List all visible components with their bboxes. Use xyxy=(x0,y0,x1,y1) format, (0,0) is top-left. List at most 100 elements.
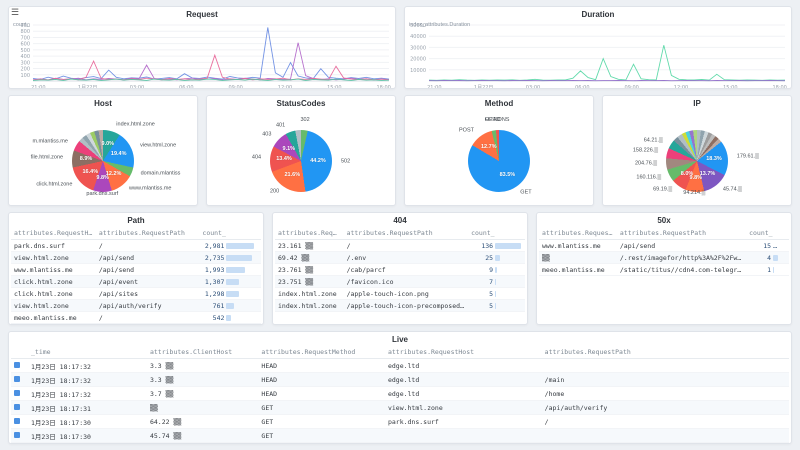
pie[interactable] xyxy=(270,129,332,192)
svg-text:700: 700 xyxy=(20,35,30,41)
cell: HEAD xyxy=(258,386,385,401)
count-bar xyxy=(226,290,239,297)
cell: 1月23日 18:17:32 xyxy=(28,372,147,387)
column-header[interactable]: attributes.RequestMethod xyxy=(258,346,385,359)
column-header[interactable]: attributes.RequestPath xyxy=(616,227,747,240)
table-row[interactable]: click.html.zone/api/event 1,307 xyxy=(11,275,261,288)
table-row[interactable]: 1月23日 18:17:30 45.74 ▒▒ GET xyxy=(11,428,789,443)
count-cell: 1,993 xyxy=(199,263,261,276)
path-table: attributes.RequestHost attributes.Request… xyxy=(9,227,263,324)
column-header[interactable]: count_ xyxy=(746,227,789,240)
line-chart-svg: 10000 20000 30000 40000 50000 21:00 1月22日 03:00… xyxy=(410,23,787,89)
cell: /static/titus//cdn4.com-telegram.org/fil… xyxy=(616,263,747,276)
panel-path: Path attributes.RequestHost attributes.Re… xyxy=(8,212,264,325)
cell: ▒▒ xyxy=(539,251,617,264)
svg-text:03:00: 03:00 xyxy=(130,85,144,89)
svg-text:09:00: 09:00 xyxy=(228,85,242,89)
pie-slice-percent: 12.7% xyxy=(480,143,497,150)
method-pie-chart[interactable]: GET 83.5% POST 12.7% HEAD OPTIONS xyxy=(405,110,593,205)
column-header[interactable]: attributes.RequestPath xyxy=(541,346,789,359)
menu-icon[interactable]: ☰ xyxy=(11,7,20,17)
column-header[interactable]: attributes.RequestHost xyxy=(384,346,542,359)
table-row[interactable]: ▒▒/.rest/imagefor/http%3A%2F%2Fwg-image.… xyxy=(539,251,789,264)
cell: GET xyxy=(258,400,385,415)
column-header[interactable]: attributes.RequestHost xyxy=(11,227,96,240)
panel-50x: 50x attributes.RequestHostattributes.Req… xyxy=(536,212,792,325)
cell: /api/send xyxy=(616,239,747,252)
pie-slice-label: domain.mlantiss xyxy=(140,170,181,177)
pie[interactable] xyxy=(468,129,530,192)
column-header[interactable]: attributes.RequestHost xyxy=(275,227,344,240)
column-header[interactable]: _time xyxy=(28,346,147,359)
table-row[interactable]: 23.761 ▒▒/cab/parcf 9 xyxy=(275,263,525,276)
timeseries-row: Request count_ 100 200 300 400 500 600 700 800 9… xyxy=(8,6,792,89)
cell: /api/auth/verify xyxy=(95,299,200,312)
column-header[interactable]: attributes.RequestPath xyxy=(95,227,200,240)
table-row[interactable]: park.dns.surf/2,981 xyxy=(11,239,261,252)
y-axis-label: count_ xyxy=(13,22,30,28)
table-row[interactable]: view.html.zone/api/send 2,735 xyxy=(11,251,261,264)
count-bar xyxy=(226,278,239,285)
column-header[interactable]: attributes.ClientHost xyxy=(146,346,259,359)
log-row-icon[interactable] xyxy=(14,403,20,410)
count-cell: 1 xyxy=(746,263,789,276)
host-pie-chart[interactable]: index.html.zone 9.0% view.html.zone 19.4% do… xyxy=(9,110,197,205)
column-header[interactable]: count_ xyxy=(199,227,261,240)
table-row[interactable]: 23.751 ▒▒/favicon.ico 7 xyxy=(275,275,525,288)
statuscodes-pie-chart[interactable]: 302 502 44.2% 200 21.6% 404 13.4% 403 9.1% 401 xyxy=(207,110,395,205)
svg-text:06:00: 06:00 xyxy=(179,85,193,89)
log-row-icon[interactable] xyxy=(14,361,20,368)
table-row[interactable]: index.html.zone/apple-touch-icon-precomp… xyxy=(275,299,525,312)
table-row[interactable]: www.mlantiss.me/api/send 15 xyxy=(539,239,789,252)
table-row[interactable]: 1月23日 18:17:32 3.3 ▒▒ HEAD edge.ltd xyxy=(11,358,789,373)
cell: meeo.mlantiss.me xyxy=(539,263,617,276)
count-cell: 9 xyxy=(468,263,525,276)
log-row-icon[interactable] xyxy=(14,375,20,382)
pie-slice-label: 64.21.▒ xyxy=(643,136,663,143)
table-row[interactable]: 1月23日 18:17:32 3.7 ▒▒ HEAD edge.ltd/home xyxy=(11,386,789,401)
pie-slice-percent: 9.0% xyxy=(101,141,115,148)
count-bar xyxy=(226,254,252,261)
panel-request: Request count_ 100 200 300 400 500 600 700 800 9… xyxy=(8,6,396,89)
pie[interactable] xyxy=(666,129,728,192)
ip-pie-chart[interactable]: 179.61.▒ 18.3% 45.74.▒ 13.7% 94.214.▒ 9.8% 69.… xyxy=(603,110,791,205)
svg-text:18:00: 18:00 xyxy=(376,85,390,89)
column-header[interactable]: attributes.RequestPath xyxy=(343,227,469,240)
pie-row: Host index.html.zone 9.0% view.html.zone 19… xyxy=(8,94,792,206)
table-row[interactable]: 1月23日 18:17:31 ▒▒ GET view.html.zone/api/au… xyxy=(11,400,789,415)
svg-text:12:00: 12:00 xyxy=(674,85,688,89)
column-header[interactable]: count_ xyxy=(468,227,525,240)
table-row[interactable]: meeo.mlantiss.me/static/titus//cdn4.com-… xyxy=(539,263,789,276)
table-row[interactable]: index.html.zone/apple-touch-icon.png 5 xyxy=(275,287,525,300)
cell: index.html.zone xyxy=(275,287,344,300)
cell: /apple-touch-icon-precomposed.png xyxy=(343,299,469,312)
column-header[interactable]: attributes.RequestHost xyxy=(539,227,617,240)
table-header-row: attributes.RequestHostattributes.Request… xyxy=(539,227,789,240)
pie-slice-label: 160.116.▒ xyxy=(636,174,662,181)
table-row[interactable]: 1月23日 18:17:30 64.22 ▒▒ GET park.dns.surf / xyxy=(11,414,789,429)
duration-line-chart[interactable]: 10000 20000 30000 40000 50000 21:00 1月22日 03:00… xyxy=(405,21,791,88)
count-cell: 761 xyxy=(199,299,261,312)
table-row[interactable]: 23.161 ▒▒/136 xyxy=(275,239,525,252)
count-cell: 25 xyxy=(468,251,525,264)
log-row-icon[interactable] xyxy=(14,389,20,396)
live-table: _time attributes.ClientHost attributes.Req… xyxy=(9,346,791,443)
log-row-icon[interactable] xyxy=(14,417,20,424)
cell: /favicon.ico xyxy=(343,275,469,288)
log-row-icon[interactable] xyxy=(14,431,20,438)
table-row[interactable]: meeo.mlantiss.me/542 xyxy=(11,311,261,324)
pie-slice-percent: 18.3% xyxy=(706,155,722,162)
request-line-chart[interactable]: 100 200 300 400 500 600 700 800 900 21:00 1月22日 03:… xyxy=(9,21,395,88)
table-row[interactable]: click.html.zone/api/sites 1,298 xyxy=(11,287,261,300)
cell: ▒▒ xyxy=(146,400,259,415)
table-row[interactable]: 69.42 ▒▒/.env 25 xyxy=(275,251,525,264)
table-row[interactable]: view.html.zone/api/auth/verify 761 xyxy=(11,299,261,312)
cell: /apple-touch-icon.png xyxy=(343,287,469,300)
cell: GET xyxy=(258,428,385,443)
table-row[interactable]: 1月23日 18:17:32 3.3 ▒▒ HEAD edge.ltd/main xyxy=(11,372,789,387)
cell: edge.ltd xyxy=(384,358,542,373)
pie[interactable] xyxy=(72,129,134,192)
count-cell: 5 xyxy=(468,299,525,312)
count-bar xyxy=(495,266,497,273)
table-row[interactable]: www.mlantiss.me/api/send 1,993 xyxy=(11,263,261,276)
